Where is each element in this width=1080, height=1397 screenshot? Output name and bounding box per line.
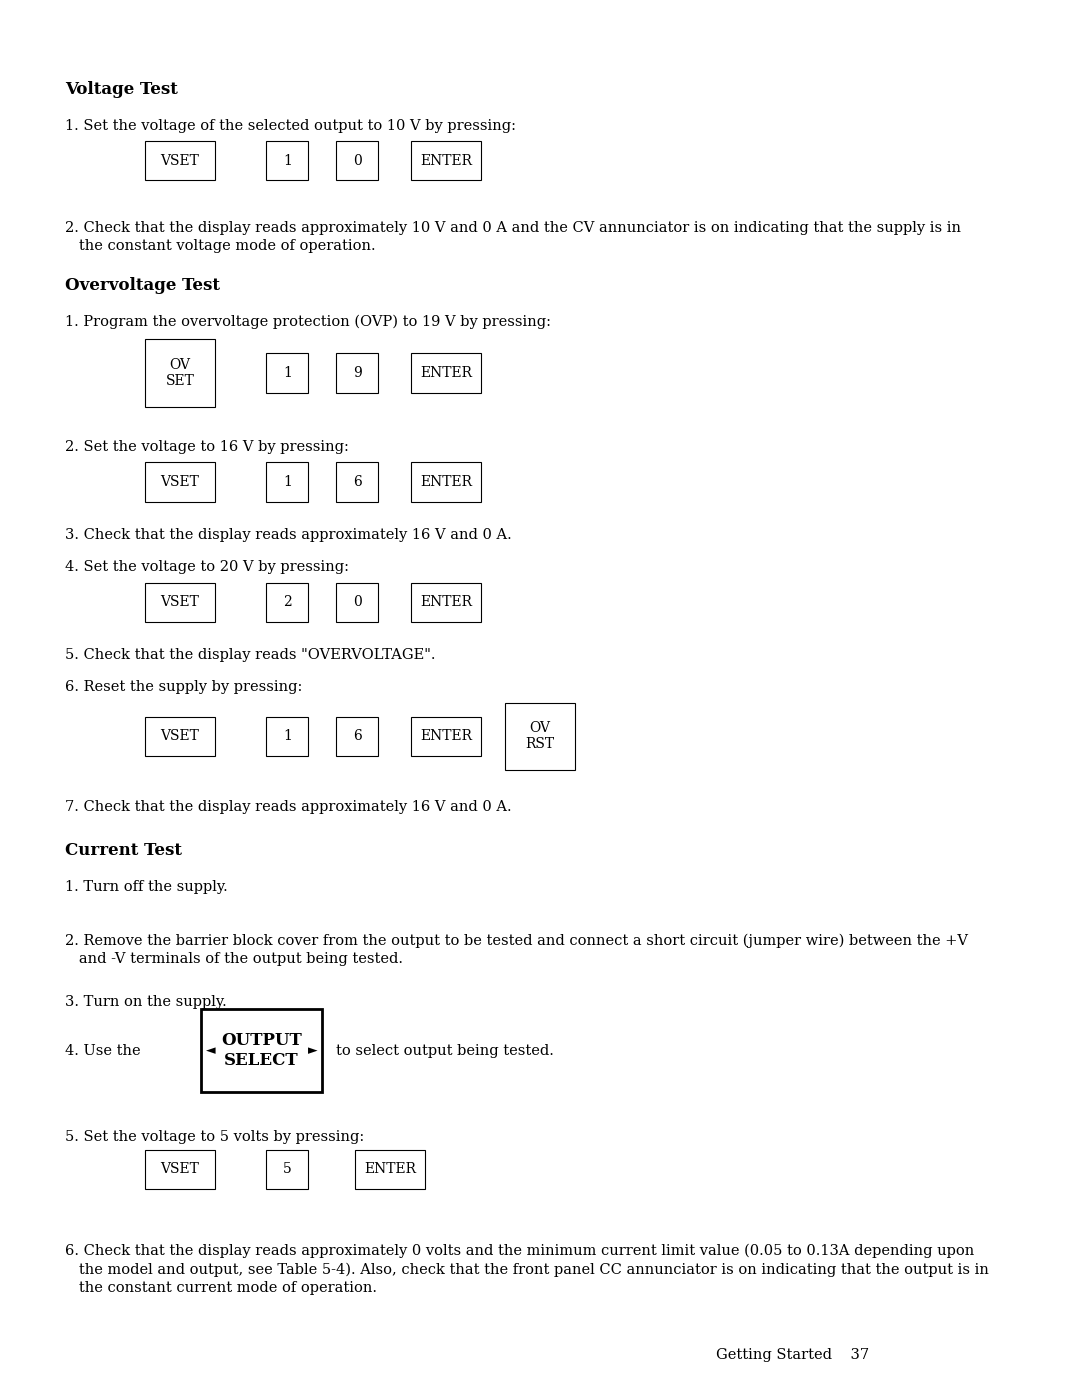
Text: 6. Reset the supply by pressing:: 6. Reset the supply by pressing: bbox=[66, 680, 302, 694]
Text: ◄: ◄ bbox=[205, 1044, 215, 1058]
Text: VSET: VSET bbox=[161, 1162, 200, 1176]
Text: 1. Set the voltage of the selected output to 10 V by pressing:: 1. Set the voltage of the selected outpu… bbox=[66, 119, 516, 133]
Text: ENTER: ENTER bbox=[364, 1162, 416, 1176]
Text: 2. Set the voltage to 16 V by pressing:: 2. Set the voltage to 16 V by pressing: bbox=[66, 440, 349, 454]
FancyBboxPatch shape bbox=[337, 462, 378, 502]
FancyBboxPatch shape bbox=[145, 141, 215, 180]
Text: 7. Check that the display reads approximately 16 V and 0 A.: 7. Check that the display reads approxim… bbox=[66, 800, 512, 814]
Text: 1: 1 bbox=[283, 366, 292, 380]
Text: OV
SET: OV SET bbox=[165, 358, 194, 388]
FancyBboxPatch shape bbox=[337, 353, 378, 393]
Text: 5. Set the voltage to 5 volts by pressing:: 5. Set the voltage to 5 volts by pressin… bbox=[66, 1130, 365, 1144]
Text: OV
RST: OV RST bbox=[525, 721, 554, 752]
Text: 6: 6 bbox=[353, 475, 362, 489]
Text: Voltage Test: Voltage Test bbox=[66, 81, 178, 98]
FancyBboxPatch shape bbox=[337, 717, 378, 756]
Text: Getting Started    37: Getting Started 37 bbox=[716, 1348, 869, 1362]
FancyBboxPatch shape bbox=[411, 583, 482, 622]
Text: 2. Remove the barrier block cover from the output to be tested and connect a sho: 2. Remove the barrier block cover from t… bbox=[66, 933, 969, 965]
FancyBboxPatch shape bbox=[267, 353, 309, 393]
FancyBboxPatch shape bbox=[145, 717, 215, 756]
Text: 1: 1 bbox=[283, 154, 292, 168]
Text: OUTPUT
SELECT: OUTPUT SELECT bbox=[221, 1031, 302, 1070]
FancyBboxPatch shape bbox=[337, 583, 378, 622]
FancyBboxPatch shape bbox=[145, 1150, 215, 1189]
Text: 0: 0 bbox=[353, 595, 362, 609]
Text: 0: 0 bbox=[353, 154, 362, 168]
Text: ENTER: ENTER bbox=[420, 366, 472, 380]
Text: 5: 5 bbox=[283, 1162, 292, 1176]
Text: VSET: VSET bbox=[161, 475, 200, 489]
FancyBboxPatch shape bbox=[267, 583, 309, 622]
Text: VSET: VSET bbox=[161, 154, 200, 168]
FancyBboxPatch shape bbox=[267, 462, 309, 502]
Text: to select output being tested.: to select output being tested. bbox=[337, 1044, 554, 1058]
Text: 9: 9 bbox=[353, 366, 362, 380]
Text: 3. Check that the display reads approximately 16 V and 0 A.: 3. Check that the display reads approxim… bbox=[66, 528, 512, 542]
FancyBboxPatch shape bbox=[267, 141, 309, 180]
FancyBboxPatch shape bbox=[201, 1009, 323, 1092]
FancyBboxPatch shape bbox=[267, 717, 309, 756]
FancyBboxPatch shape bbox=[267, 1150, 309, 1189]
Text: Overvoltage Test: Overvoltage Test bbox=[66, 277, 220, 293]
FancyBboxPatch shape bbox=[145, 462, 215, 502]
Text: 2. Check that the display reads approximately 10 V and 0 A and the CV annunciato: 2. Check that the display reads approxim… bbox=[66, 221, 961, 253]
Text: 6. Check that the display reads approximately 0 volts and the minimum current li: 6. Check that the display reads approxim… bbox=[66, 1243, 989, 1295]
FancyBboxPatch shape bbox=[504, 703, 575, 770]
FancyBboxPatch shape bbox=[411, 462, 482, 502]
Text: VSET: VSET bbox=[161, 729, 200, 743]
Text: ENTER: ENTER bbox=[420, 595, 472, 609]
FancyBboxPatch shape bbox=[411, 717, 482, 756]
Text: VSET: VSET bbox=[161, 595, 200, 609]
Text: 2: 2 bbox=[283, 595, 292, 609]
Text: 4. Use the: 4. Use the bbox=[66, 1044, 141, 1058]
FancyBboxPatch shape bbox=[337, 141, 378, 180]
Text: 1: 1 bbox=[283, 729, 292, 743]
FancyBboxPatch shape bbox=[355, 1150, 426, 1189]
Text: 5. Check that the display reads "OVERVOLTAGE".: 5. Check that the display reads "OVERVOL… bbox=[66, 648, 436, 662]
Text: Current Test: Current Test bbox=[66, 842, 183, 859]
Text: 1. Program the overvoltage protection (OVP) to 19 V by pressing:: 1. Program the overvoltage protection (O… bbox=[66, 314, 552, 328]
FancyBboxPatch shape bbox=[411, 353, 482, 393]
Text: 1. Turn off the supply.: 1. Turn off the supply. bbox=[66, 880, 228, 894]
FancyBboxPatch shape bbox=[145, 339, 215, 407]
Text: ENTER: ENTER bbox=[420, 154, 472, 168]
Text: 1: 1 bbox=[283, 475, 292, 489]
Text: 4. Set the voltage to 20 V by pressing:: 4. Set the voltage to 20 V by pressing: bbox=[66, 560, 350, 574]
Text: 3. Turn on the supply.: 3. Turn on the supply. bbox=[66, 995, 227, 1009]
FancyBboxPatch shape bbox=[411, 141, 482, 180]
FancyBboxPatch shape bbox=[145, 583, 215, 622]
Text: ENTER: ENTER bbox=[420, 729, 472, 743]
Text: ►: ► bbox=[308, 1044, 318, 1058]
Text: 6: 6 bbox=[353, 729, 362, 743]
Text: ENTER: ENTER bbox=[420, 475, 472, 489]
